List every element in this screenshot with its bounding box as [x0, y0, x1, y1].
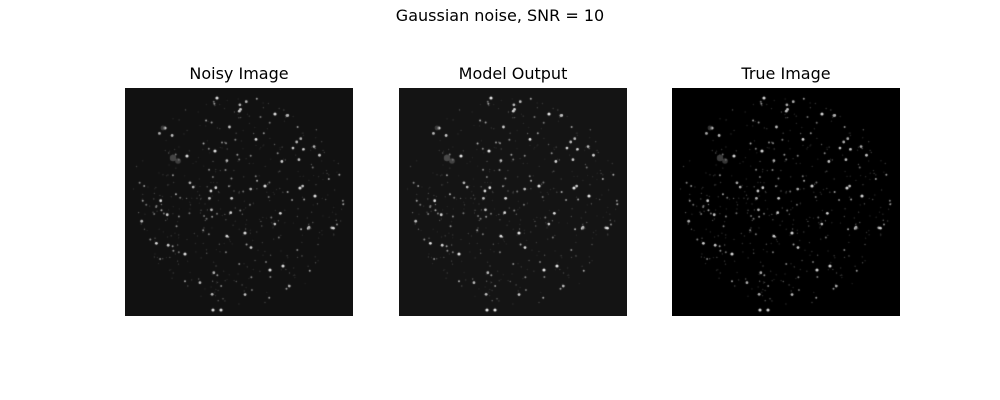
figure-title: Gaussian noise, SNR = 10: [395, 6, 605, 25]
panel-title: Noisy Image: [189, 64, 289, 83]
true-image: [672, 88, 900, 316]
panel-noisy-image: Noisy Image: [125, 64, 353, 316]
model-output-image: [399, 88, 627, 316]
panel-title: Model Output: [458, 64, 568, 83]
panel-title: True Image: [741, 64, 831, 83]
panel-model-output: Model Output: [399, 64, 627, 316]
noisy-image: [125, 88, 353, 316]
panel-true-image: True Image: [672, 64, 900, 316]
